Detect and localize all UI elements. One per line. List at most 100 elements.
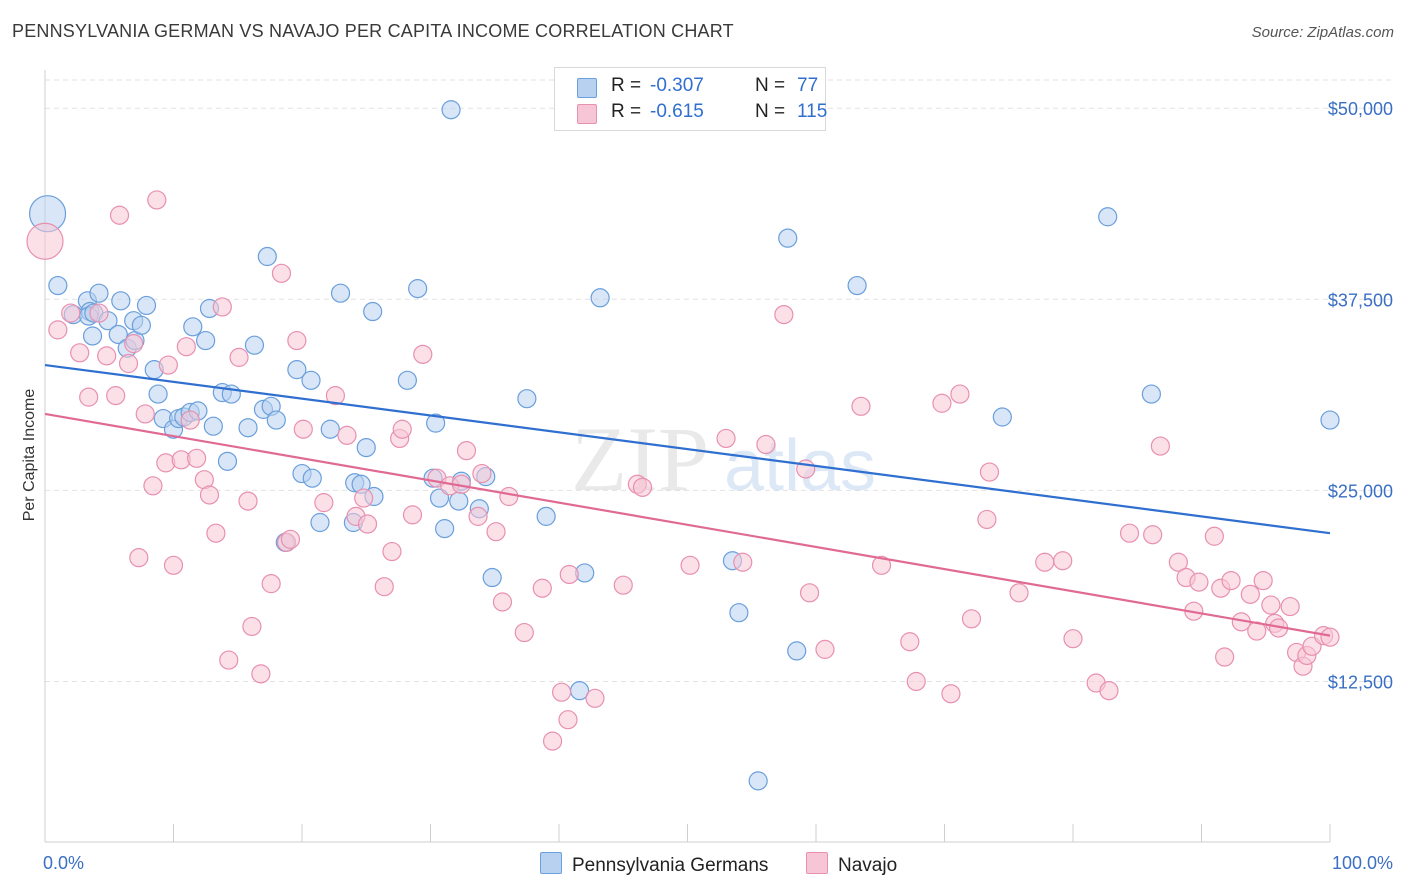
r-label: R = (611, 101, 642, 122)
point-navajo (551, 682, 572, 702)
point-navajo (961, 609, 982, 629)
point-pennsylvania-germans (590, 288, 610, 308)
point-navajo (26, 222, 64, 260)
point-navajo (1189, 572, 1209, 592)
point-navajo (472, 463, 492, 484)
point-navajo (374, 577, 394, 597)
point-navajo (109, 205, 130, 225)
point-pennsylvania-germans (787, 641, 807, 661)
source-credit: Source: ZipAtlas.com (1252, 24, 1394, 41)
x-tick-labels: 0.0% 100.0% (43, 853, 1393, 873)
point-navajo (1168, 552, 1188, 572)
point-navajo (1119, 523, 1140, 543)
point-navajo (815, 639, 835, 659)
point-navajo (632, 477, 653, 497)
point-navajo (1204, 526, 1224, 546)
point-navajo (514, 622, 534, 643)
point-pennsylvania-germans (301, 370, 321, 390)
x-tick-label-min: 0.0% (43, 853, 84, 873)
point-navajo (733, 552, 753, 572)
point-navajo (456, 441, 477, 461)
y-axis-label: Per Capita Income (21, 388, 38, 522)
point-navajo (354, 488, 374, 508)
point-navajo (756, 434, 776, 455)
point-pennsylvania-germans (482, 567, 502, 588)
point-navajo (180, 410, 200, 430)
point-pennsylvania-germans (244, 335, 265, 355)
point-navajo (242, 616, 262, 637)
point-navajo (106, 386, 126, 406)
point-navajo (585, 688, 605, 708)
point-navajo (1320, 627, 1340, 647)
point-pennsylvania-germans (435, 519, 455, 539)
point-pennsylvania-germans (729, 603, 749, 623)
point-navajo (199, 485, 220, 505)
legend-swatch-pink (577, 104, 597, 124)
point-pennsylvania-germans (748, 771, 768, 791)
point-pennsylvania-germans (1141, 384, 1161, 404)
trend-lines (44, 363, 1331, 637)
point-navajo (70, 343, 90, 363)
point-navajo (799, 583, 820, 603)
point-pennsylvania-germans (203, 416, 223, 436)
point-pennsylvania-germans (136, 295, 157, 316)
point-navajo (229, 347, 249, 367)
legend-item-navajo[interactable]: Navajo (806, 852, 897, 877)
point-navajo (499, 486, 519, 507)
y-tick-label: $37,500 (1328, 290, 1393, 310)
point-navajo (261, 574, 281, 594)
point-pennsylvania-germans (108, 324, 128, 345)
point-navajo (118, 353, 139, 374)
stats-legend: R = -0.307 N = 77 R = -0.615 N = 115 (554, 67, 827, 131)
n-value: 77 (797, 75, 819, 96)
point-navajo (486, 522, 506, 542)
point-pennsylvania-germans (778, 228, 798, 248)
point-navajo (176, 337, 196, 357)
point-navajo (558, 710, 578, 730)
point-pennsylvania-germans (89, 283, 109, 303)
y-tick-label: $25,000 (1328, 481, 1393, 501)
point-navajo (900, 632, 920, 652)
point-pennsylvania-germans (1098, 207, 1118, 227)
legend-item-pennsylvania-germans[interactable]: Pennsylvania Germans (540, 852, 768, 877)
point-pennsylvania-germans (238, 418, 258, 438)
point-navajo (314, 493, 334, 513)
point-navajo (251, 664, 271, 684)
point-navajo (559, 564, 579, 585)
point-pennsylvania-germans (363, 301, 383, 322)
point-navajo (1150, 436, 1170, 456)
point-navajo (89, 303, 109, 323)
r-label: R = (611, 75, 642, 96)
point-navajo (1099, 681, 1119, 701)
point-navajo (163, 555, 184, 575)
legend-swatch-blue (540, 852, 562, 874)
point-navajo (79, 387, 99, 407)
point-pennsylvania-germans (131, 315, 151, 335)
point-navajo (774, 304, 794, 325)
y-tick-label: $50,000 (1328, 99, 1393, 119)
n-label: N = (755, 75, 786, 96)
point-navajo (1009, 583, 1029, 603)
point-pennsylvania-germans (183, 317, 203, 337)
point-navajo (1280, 596, 1300, 617)
point-pennsylvania-germans (441, 100, 461, 120)
y-tick-labels: $12,500 $25,000 $37,500 $50,000 (1328, 99, 1393, 692)
point-navajo (293, 419, 313, 439)
point-pennsylvania-germans (287, 360, 307, 380)
point-navajo (402, 505, 423, 525)
point-navajo (135, 404, 155, 424)
r-value: -0.615 (650, 101, 704, 122)
point-pennsylvania-germans (426, 413, 446, 433)
point-pennsylvania-germans (330, 283, 351, 303)
r-value: -0.307 (650, 75, 704, 96)
point-navajo (212, 297, 232, 317)
source-link[interactable]: ZipAtlas.com (1307, 24, 1394, 41)
point-navajo (1035, 552, 1055, 572)
grid-lines (45, 79, 1392, 682)
point-navajo (337, 425, 357, 445)
point-pennsylvania-germans (82, 326, 103, 346)
point-navajo (1063, 629, 1083, 649)
point-navajo (979, 462, 1000, 482)
point-navajo (1253, 570, 1273, 591)
point-navajo (238, 491, 258, 511)
